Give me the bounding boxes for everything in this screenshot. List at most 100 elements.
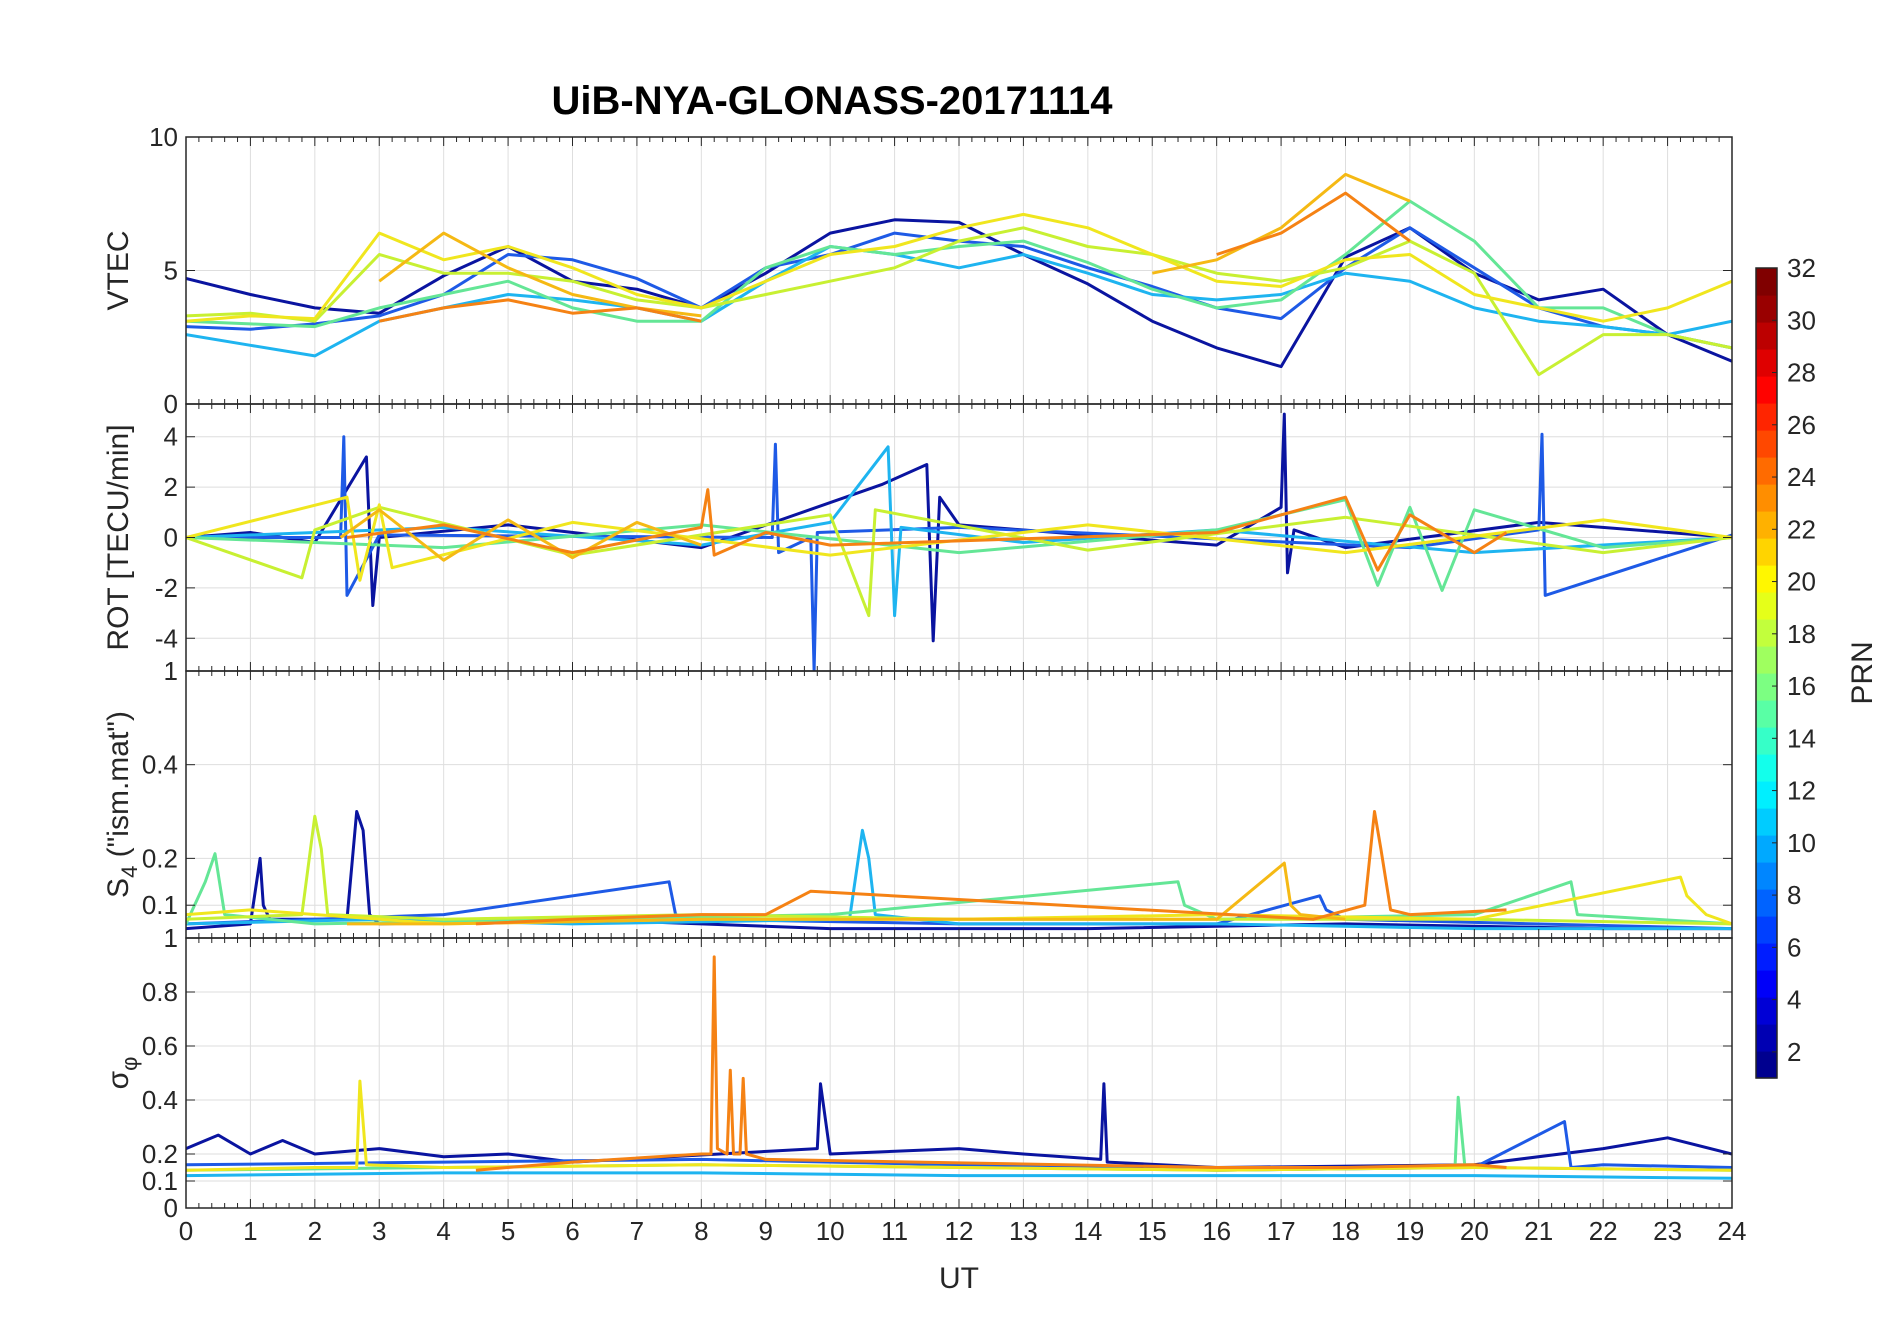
x-tick-label: 14 xyxy=(1073,1216,1102,1246)
y-tick-label: 1 xyxy=(164,656,178,686)
colorbar-band xyxy=(1756,808,1777,836)
colorbar-band xyxy=(1756,1024,1777,1052)
series-line-1 xyxy=(186,810,1732,931)
series-line-7 xyxy=(339,508,702,562)
y-tick-label: 2 xyxy=(164,472,178,502)
colorbar-band xyxy=(1756,862,1777,890)
colorbar-band xyxy=(1756,349,1777,377)
y-axis-title: VTEC xyxy=(102,230,135,310)
y-axis-title-main: σ xyxy=(102,1070,135,1089)
y-tick-label: 0 xyxy=(164,1193,178,1223)
y-tick-label: 0.8 xyxy=(142,977,178,1007)
x-axis-title: UT xyxy=(939,1262,979,1295)
x-tick-label: 6 xyxy=(565,1216,579,1246)
y-tick-label: 10 xyxy=(149,122,178,152)
panel-3: 0.1 0.2 0.4 1 S4 ("ism.mat") xyxy=(102,656,1733,939)
x-tick-label: 24 xyxy=(1718,1216,1747,1246)
y-axis-title-rest: ("ism.mat") xyxy=(102,711,135,866)
colorbar-band xyxy=(1756,295,1777,323)
panel-2: -4 -2 0 2 4 ROT [TECU/min] xyxy=(102,403,1733,672)
panel-1: 0 5 10 VTEC xyxy=(102,122,1733,419)
y-tick-label: 0 xyxy=(164,523,178,553)
colorbar-band xyxy=(1756,835,1777,863)
colorbar-band xyxy=(1756,916,1777,944)
series-line-3 xyxy=(186,445,1732,618)
panel-4: 00.10.2 0.4 0.6 0.8 1 σφ xyxy=(102,923,1733,1223)
y-tick-label: 0.2 xyxy=(142,1139,178,1169)
colorbar-band xyxy=(1756,970,1777,998)
y-tick-label: 0.1 xyxy=(142,1166,178,1196)
y-tick-label: 0.6 xyxy=(142,1031,178,1061)
colorbar-band xyxy=(1756,1051,1777,1079)
colorbar-band xyxy=(1756,511,1777,539)
series-line-5 xyxy=(186,226,1732,377)
series-line-6 xyxy=(186,495,1732,582)
y-axis-title: ROT [TECU/min] xyxy=(102,424,135,650)
colorbar-band xyxy=(1756,484,1777,512)
y-tick-label: -4 xyxy=(155,623,178,653)
colorbar-band xyxy=(1756,322,1777,350)
panel-series xyxy=(186,412,1732,671)
colorbar-band xyxy=(1756,538,1777,566)
y-axis-title: S4 ("ism.mat") xyxy=(102,711,142,898)
colorbar-frame xyxy=(1755,267,1778,1079)
colorbar-tick-label: 4 xyxy=(1787,985,1801,1015)
colorbar-tick-label: 26 xyxy=(1787,410,1816,440)
panel-ticks: 00.10.2 0.4 0.6 0.8 1 xyxy=(142,923,1733,1223)
y-tick-label: 1 xyxy=(164,923,178,953)
panel-grid xyxy=(185,671,1733,938)
colorbar-tick-label: 10 xyxy=(1787,828,1816,858)
colorbar-band xyxy=(1756,646,1777,674)
colorbar-tick-label: 18 xyxy=(1787,619,1816,649)
colorbar-band xyxy=(1756,268,1777,296)
y-tick-label: 5 xyxy=(164,256,178,286)
x-tick-label: 4 xyxy=(436,1216,450,1246)
colorbar-tick-label: 32 xyxy=(1787,253,1816,283)
colorbar-tick-label: 12 xyxy=(1787,776,1816,806)
x-tick-label: 16 xyxy=(1202,1216,1231,1246)
series-line-4 xyxy=(186,852,1732,926)
y-axis-title-subscript: φ xyxy=(117,1057,142,1071)
chart-title: UiB-NYA-GLONASS-20171114 xyxy=(552,79,1114,123)
colorbar-band xyxy=(1756,619,1777,647)
series-line-5 xyxy=(186,1079,1732,1172)
colorbar-tick-label: 8 xyxy=(1787,880,1801,910)
x-tick-label: 10 xyxy=(816,1216,845,1246)
x-tick-label: 9 xyxy=(759,1216,773,1246)
colorbar-label: PRN xyxy=(1846,641,1879,704)
colorbar-tick-label: 20 xyxy=(1787,567,1816,597)
x-tick-label: 8 xyxy=(694,1216,708,1246)
x-tick-label: 22 xyxy=(1589,1216,1618,1246)
y-axis-title: σφ xyxy=(102,1057,142,1090)
series-line-8 xyxy=(378,191,1411,323)
colorbar-tick-label: 6 xyxy=(1787,932,1801,962)
x-tick-label: 18 xyxy=(1331,1216,1360,1246)
panel-ticks: -4 -2 0 2 4 xyxy=(155,404,1733,671)
panel-series xyxy=(186,955,1732,1180)
x-tick-label: 13 xyxy=(1009,1216,1038,1246)
y-axis-title-subscript: 4 xyxy=(117,866,142,878)
colorbar-band xyxy=(1756,943,1777,971)
series-line-1 xyxy=(186,412,1732,643)
colorbar-band xyxy=(1756,403,1777,431)
x-tick-label: 19 xyxy=(1395,1216,1424,1246)
colorbar-band xyxy=(1756,565,1777,593)
x-tick-label: 5 xyxy=(501,1216,515,1246)
series-line-8 xyxy=(346,488,1508,572)
panel-series xyxy=(186,810,1732,931)
panel-ticks: 0.1 0.2 0.4 1 xyxy=(142,656,1733,938)
colorbar-band xyxy=(1756,673,1777,701)
y-tick-label: 0.4 xyxy=(142,750,178,780)
colorbar-band xyxy=(1756,376,1777,404)
colorbar-tick-label: 16 xyxy=(1787,671,1816,701)
y-tick-label: 0.4 xyxy=(142,1085,178,1115)
x-tick-label: 20 xyxy=(1460,1216,1489,1246)
colorbar-tick-label: 28 xyxy=(1787,358,1816,388)
colorbar-band xyxy=(1756,430,1777,458)
x-tick-label: 21 xyxy=(1524,1216,1553,1246)
series-line-5 xyxy=(186,505,1732,618)
